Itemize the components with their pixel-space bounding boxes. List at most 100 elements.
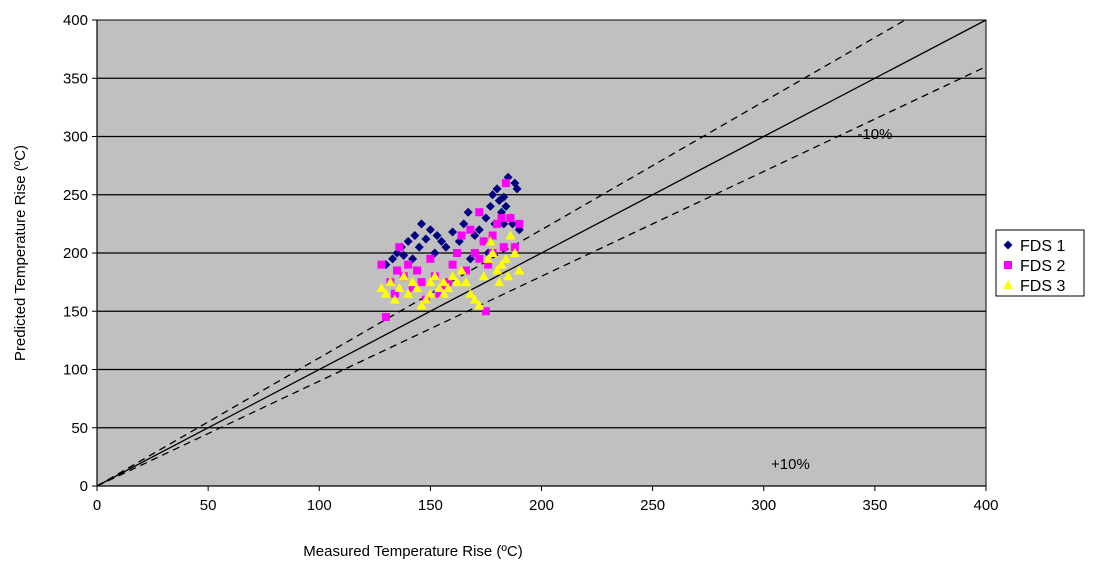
data-point	[484, 260, 493, 269]
data-point	[501, 179, 510, 188]
data-point	[381, 313, 390, 322]
reference-line-label: -10%	[857, 126, 892, 143]
data-point	[501, 201, 511, 211]
data-point	[434, 282, 445, 292]
data-point	[393, 266, 402, 275]
data-point	[399, 250, 409, 260]
data-point	[481, 307, 490, 316]
data-point	[414, 242, 424, 252]
data-point	[460, 277, 471, 287]
data-point	[438, 277, 449, 287]
data-point	[488, 231, 497, 240]
legend: FDS 1 FDS 2 FDS 3	[995, 229, 1085, 297]
data-point	[417, 278, 426, 287]
data-point	[463, 207, 473, 217]
data-point	[479, 237, 488, 246]
data-point	[421, 234, 431, 244]
y-axis-title: Predicted Temperature Rise (ºC)	[12, 145, 29, 361]
data-point	[413, 266, 422, 275]
data-point	[403, 236, 413, 246]
data-point	[436, 236, 446, 246]
data-point	[435, 289, 444, 298]
data-point	[447, 271, 458, 281]
data-point	[474, 300, 485, 310]
data-point	[505, 230, 516, 240]
data-point	[469, 294, 480, 304]
data-point	[389, 294, 400, 304]
x-tick-label: 250	[640, 497, 665, 514]
data-point	[503, 271, 514, 281]
data-point	[388, 254, 398, 264]
data-point	[466, 225, 475, 234]
y-tick-label: 50	[71, 420, 88, 437]
data-point	[453, 249, 462, 257]
data-point	[485, 236, 496, 246]
legend-marker	[1003, 280, 1013, 289]
reference-line-label: +10%	[771, 456, 810, 473]
y-tick-label: 300	[63, 129, 88, 146]
data-point	[496, 259, 507, 269]
data-point	[439, 283, 448, 292]
data-point	[470, 249, 479, 257]
y-tick-label: 350	[63, 70, 88, 87]
data-point	[432, 231, 442, 241]
reference-line	[96, 19, 987, 487]
data-point	[499, 192, 509, 202]
legend-label: FDS 2	[1020, 258, 1065, 275]
data-point	[416, 300, 427, 310]
data-point	[380, 288, 391, 298]
data-point	[398, 271, 409, 281]
data-point	[475, 254, 484, 263]
data-point	[475, 208, 484, 217]
data-point	[474, 225, 484, 235]
data-point	[515, 219, 524, 228]
data-point	[497, 214, 506, 223]
data-point	[510, 243, 519, 252]
data-point	[465, 288, 476, 298]
y-tick-label: 0	[80, 478, 88, 495]
data-point	[395, 243, 404, 252]
data-point	[408, 283, 417, 292]
x-tick-label: 150	[418, 497, 443, 514]
legend-label: FDS 3	[1020, 278, 1065, 295]
data-point	[448, 260, 457, 269]
data-point	[444, 278, 453, 287]
data-point	[377, 260, 386, 269]
data-point	[499, 243, 508, 252]
data-point	[481, 213, 491, 223]
x-tick-label: 300	[751, 497, 776, 514]
x-tick-label: 0	[93, 497, 101, 514]
x-axis-title: Measured Temperature Rise (ºC)	[303, 543, 522, 560]
data-point	[452, 277, 463, 287]
data-point	[376, 282, 387, 292]
data-point	[494, 277, 505, 287]
data-point	[425, 277, 436, 287]
axes	[92, 19, 987, 491]
y-tick-label: 250	[63, 187, 88, 204]
x-tick-label: 350	[862, 497, 887, 514]
y-tick-label: 150	[63, 303, 88, 320]
reference-line	[96, 66, 987, 487]
data-point	[412, 282, 423, 292]
data-point	[457, 231, 466, 240]
x-tick-label: 200	[529, 497, 554, 514]
data-point	[448, 227, 458, 237]
series-3	[376, 230, 525, 310]
x-tick-label: 50	[200, 497, 217, 514]
data-point	[492, 265, 503, 275]
data-point	[487, 248, 498, 257]
data-point	[488, 190, 498, 200]
legend-label: FDS 1	[1020, 238, 1065, 255]
annotations: +10% -10%	[771, 126, 892, 473]
data-point	[478, 271, 489, 281]
data-point	[420, 294, 431, 304]
tick-labels: 0 50 100 150 200 250 300 350 400 0 50 100 150 200 250 3…	[63, 12, 999, 514]
data-point	[385, 277, 396, 287]
y-tick-label: 400	[63, 12, 88, 29]
data-point	[394, 282, 405, 292]
data-point	[438, 288, 449, 298]
data-point	[390, 289, 399, 298]
data-point	[407, 277, 418, 287]
data-point	[485, 201, 495, 211]
